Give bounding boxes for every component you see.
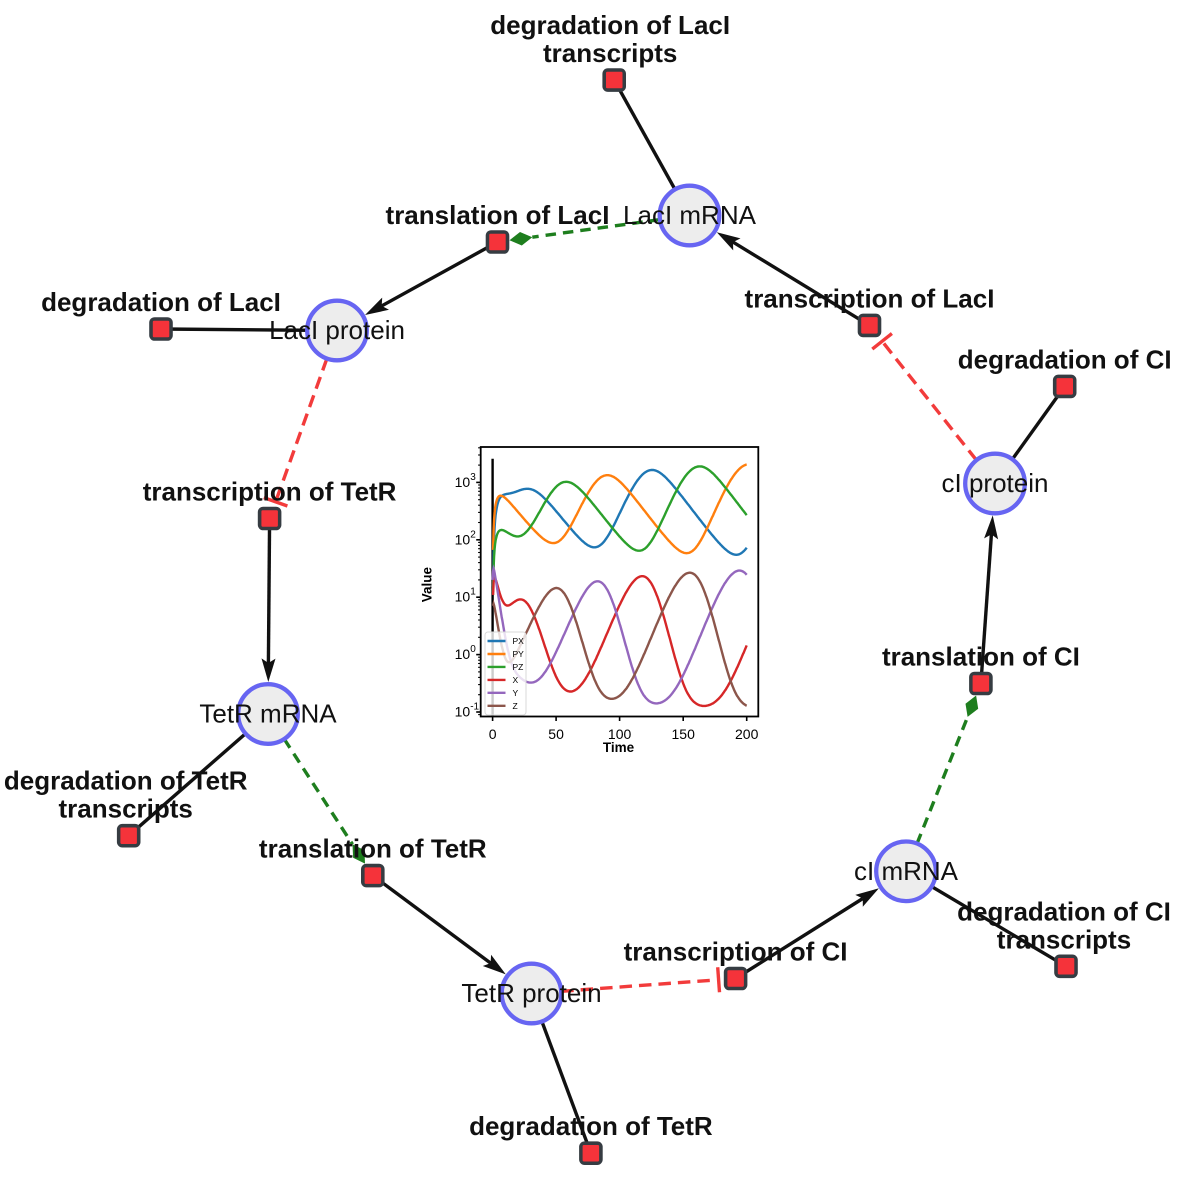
svg-text:TetR protein: TetR protein xyxy=(461,978,601,1008)
svg-text:3: 3 xyxy=(470,472,476,483)
svg-text:2: 2 xyxy=(470,529,476,540)
svg-text:PZ: PZ xyxy=(513,662,524,672)
svg-text:LacI mRNA: LacI mRNA xyxy=(623,200,757,230)
svg-text:cI protein: cI protein xyxy=(942,468,1049,498)
svg-text:degradation of TetR: degradation of TetR xyxy=(469,1111,713,1141)
svg-text:transcripts: transcripts xyxy=(59,794,193,824)
svg-text:LacI protein: LacI protein xyxy=(269,315,405,345)
svg-text:degradation of LacI: degradation of LacI xyxy=(490,10,730,40)
svg-text:0: 0 xyxy=(470,644,476,655)
svg-text:X: X xyxy=(513,675,519,685)
svg-text:Z: Z xyxy=(513,701,518,711)
svg-text:transcription of TetR: transcription of TetR xyxy=(143,477,397,507)
svg-text:100: 100 xyxy=(608,726,632,742)
svg-text:transcripts: transcripts xyxy=(997,924,1131,954)
svg-text:10: 10 xyxy=(455,646,471,662)
svg-text:degradation of CI: degradation of CI xyxy=(958,344,1172,374)
svg-text:-1: -1 xyxy=(470,702,479,713)
svg-text:Y: Y xyxy=(513,688,519,698)
svg-text:degradation of CI: degradation of CI xyxy=(957,896,1171,926)
svg-text:Time: Time xyxy=(603,740,635,755)
svg-text:transcription of LacI: transcription of LacI xyxy=(745,283,995,313)
svg-text:PX: PX xyxy=(513,636,525,646)
svg-text:transcription of CI: transcription of CI xyxy=(624,937,848,967)
svg-text:PY: PY xyxy=(513,649,525,659)
svg-text:150: 150 xyxy=(672,726,696,742)
svg-text:10: 10 xyxy=(455,474,471,490)
svg-text:1: 1 xyxy=(470,587,476,598)
svg-text:TetR mRNA: TetR mRNA xyxy=(199,699,337,729)
svg-text:cI mRNA: cI mRNA xyxy=(854,856,959,886)
svg-text:translation of LacI: translation of LacI xyxy=(386,200,610,230)
svg-text:Value: Value xyxy=(420,566,435,602)
svg-text:10: 10 xyxy=(455,589,471,605)
svg-text:50: 50 xyxy=(548,726,564,742)
svg-text:200: 200 xyxy=(735,726,759,742)
svg-text:0: 0 xyxy=(489,726,497,742)
svg-text:degradation of LacI: degradation of LacI xyxy=(41,287,281,317)
svg-text:degradation of TetR: degradation of TetR xyxy=(4,766,248,796)
svg-text:transcripts: transcripts xyxy=(543,38,677,68)
svg-text:translation of CI: translation of CI xyxy=(882,642,1080,672)
svg-text:10: 10 xyxy=(455,704,471,720)
svg-text:translation of TetR: translation of TetR xyxy=(259,834,487,864)
svg-text:10: 10 xyxy=(455,531,471,547)
